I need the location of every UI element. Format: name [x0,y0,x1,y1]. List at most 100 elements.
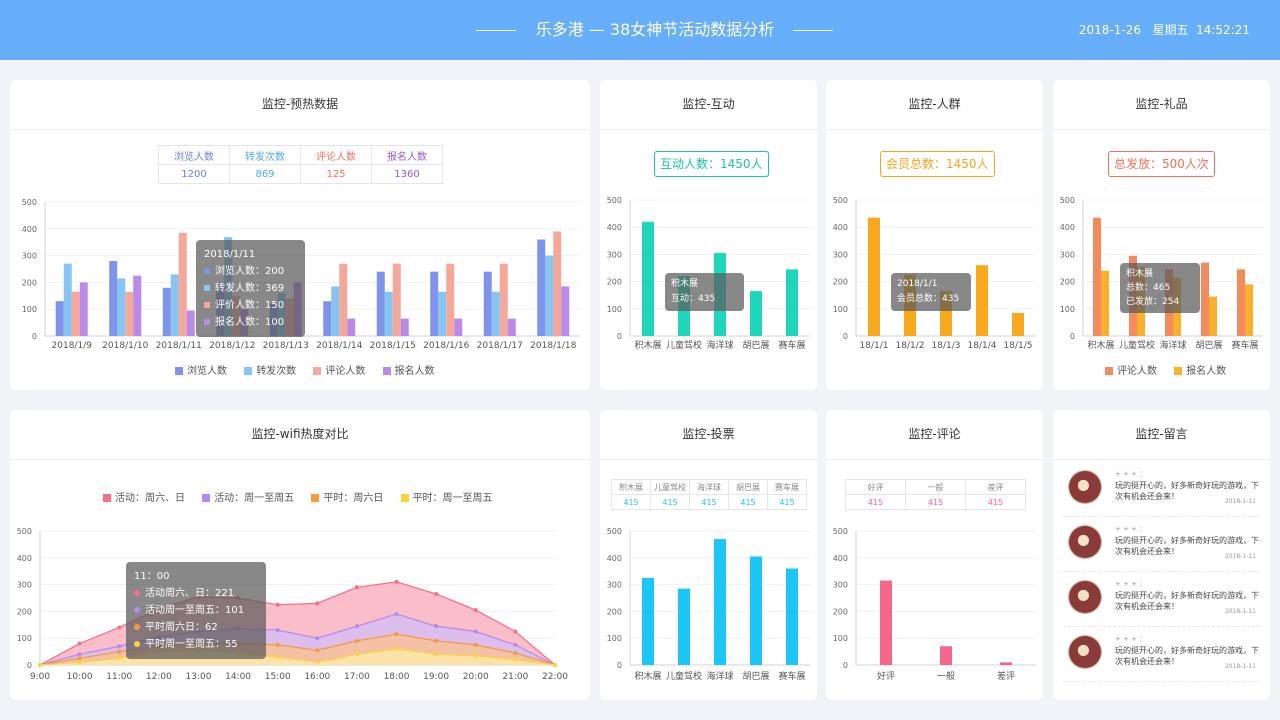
y-tick-label: 400 [833,554,848,563]
tooltip-line-text: 转发人数：369 [215,283,285,294]
panel-title: 监控-评论 [826,410,1043,460]
vote-value: 415 [728,494,768,510]
data-point [434,652,439,657]
bar [71,291,80,336]
x-tick-label: 胡巴展 [742,670,769,682]
y-tick-label: 0 [27,661,32,670]
x-tick-label: 海洋球 [1159,339,1186,351]
y-tick-label: 100 [833,305,848,314]
message-text: 玩的挺开心的，好多新奇好玩的游戏，下次有机会还会来！ [1115,481,1259,501]
vote-bar-chart[interactable]: 0 100 200 300 400 500 积木展 儿童驾校 海洋球 胡巴展 赛车展 [600,410,817,700]
legend-label: 平时：周六日 [323,493,384,504]
bar [170,274,179,336]
legend-label: 活动：周一至周五 [214,493,295,504]
legend-item[interactable]: 活动：周六、日 [103,493,185,504]
tooltip-line-text: 评价人数：150 [215,300,285,311]
interact-bar-chart[interactable]: 0 100 200 300 400 500 积木展 儿童驾校 海洋球 胡巴展 赛车展 [600,80,817,390]
x-tick-label: 2018/1/14 [316,341,362,351]
bar [55,301,64,336]
x-tick-label: 胡巴展 [742,339,769,351]
bar [678,588,690,665]
legend-swatch [311,494,320,502]
bar [376,271,385,336]
bar [133,275,142,336]
data-point [434,638,439,643]
series-line [39,648,556,666]
y-tick-label: 300 [1060,250,1075,259]
bar [714,539,726,665]
comment-bar-chart[interactable]: 0 100 200 300 400 500 好评 一般 差评 [826,410,1043,700]
gift-bar-chart[interactable]: 0 100 200 300 400 500 积木展 儿童驾校 海洋球 胡巴展 赛车展 [1053,80,1270,390]
comment-table: 好评 一般 差评 415 415 415 [845,479,1026,510]
header-bar: 乐多港 — 38女神节活动数据分析 2018-1-26 星期五 14:52:21 [0,0,1280,60]
legend-item[interactable]: 评论人数 [1105,366,1157,377]
panel-warmup: 监控-预热数据 浏览人数 转发次数 评论人数 报名人数 1200 869 125… [10,80,590,390]
legend-item[interactable]: 活动：周一至周五 [202,493,294,504]
data-point [315,636,320,641]
message-item[interactable]: + + + ： 玩的挺开心的，好多新奇好玩的游戏，下次有机会还会来！ 2018-… [1063,518,1260,572]
legend-item[interactable]: 转发次数 [244,366,296,377]
tooltip-line: 活动周六、日：221 [134,585,258,602]
message-date: 2018-1-11 [1224,498,1256,505]
legend-swatch [244,367,253,375]
comment-value: 415 [905,494,966,510]
data-point [77,656,82,661]
y-tick-label: 100 [1060,305,1075,314]
y-tick-label: 400 [17,554,32,563]
bar [642,577,654,665]
legend-item[interactable]: 平时：周六日 [311,493,383,504]
series-dot [134,590,140,596]
page-title: 乐多港 — 38女神节活动数据分析 [535,20,775,39]
bar [545,255,554,336]
y-tick-label: 100 [833,634,848,643]
legend-item[interactable]: 评论人数 [313,366,365,377]
data-point [513,629,518,634]
avatar [1069,581,1101,613]
y-tick-label: 100 [607,305,622,314]
message-author: + + + ： [1115,470,1147,478]
data-point [473,629,478,634]
message-date: 2018-1-11 [1224,663,1256,670]
message-item[interactable]: + + + ： 玩的挺开心的，好多新奇好玩的游戏，下次有机会还会来！ 2018-… [1063,573,1260,627]
warmup-legend: 浏览人数 转发次数 评论人数 报名人数 [175,362,449,377]
x-tick-label: 赛车展 [778,339,805,351]
legend-item[interactable]: 浏览人数 [175,366,227,377]
legend-label: 报名人数 [394,366,435,377]
x-tick-label: 2018/1/10 [102,341,148,351]
x-tick-label: 19:00 [423,672,449,682]
x-tick-label: 赛车展 [1231,339,1258,351]
message-item[interactable]: + + + ： 玩的挺开心的，好多新奇好玩的游戏，下次有机会还会来！ 2018-… [1063,463,1260,517]
data-point [275,602,280,607]
legend-item[interactable]: 报名人数 [1174,366,1226,377]
series-dot [134,641,140,647]
bar [331,286,340,336]
tooltip-line: 平时周一至周五：55 [134,636,258,653]
x-tick-label: 2018/1/13 [263,341,309,351]
x-tick-label: 赛车展 [778,670,805,682]
data-point [354,652,359,657]
message-item[interactable]: + + + ： 玩的挺开心的，好多新奇好玩的游戏，下次有机会还会来！ 2018-… [1063,628,1260,682]
y-tick-label: 200 [833,607,848,616]
x-tick-label: 一般 [937,670,955,682]
x-tick-label: 海洋球 [706,670,733,682]
y-tick-label: 300 [833,581,848,590]
tooltip-title: 积木展 [1126,269,1154,279]
data-point [473,653,478,658]
x-tick-label: 差评 [997,670,1015,682]
x-tick-label: 2018/1/15 [370,341,416,351]
x-tick-label: 18/1/2 [896,341,925,351]
bar [642,221,654,336]
warmup-bar-chart[interactable]: 0 100 200 300 400 500 2018/1/9 2018/1/10 2018/1/… [10,80,590,390]
crowd-bar-chart[interactable]: 0 100 200 300 400 500 18/1/1 18/1/2 18/1/3 18/1/4… [826,80,1043,390]
y-tick-label: 400 [22,225,37,234]
legend-item[interactable]: 平时：周一至周五 [400,493,493,504]
x-tick-label: 12:00 [146,672,172,682]
data-point [394,579,399,584]
y-tick-label: 0 [1070,332,1075,341]
x-tick-label: 15:00 [265,672,291,682]
tooltip-line: 评价人数：150 [204,297,297,314]
legend-item[interactable]: 报名人数 [382,366,435,377]
bar [940,646,952,665]
data-point [275,628,280,633]
wifi-area-chart[interactable]: 0 100 200 300 400 500 9:00 10:00 11:00 12:00 13:00… [10,410,590,700]
